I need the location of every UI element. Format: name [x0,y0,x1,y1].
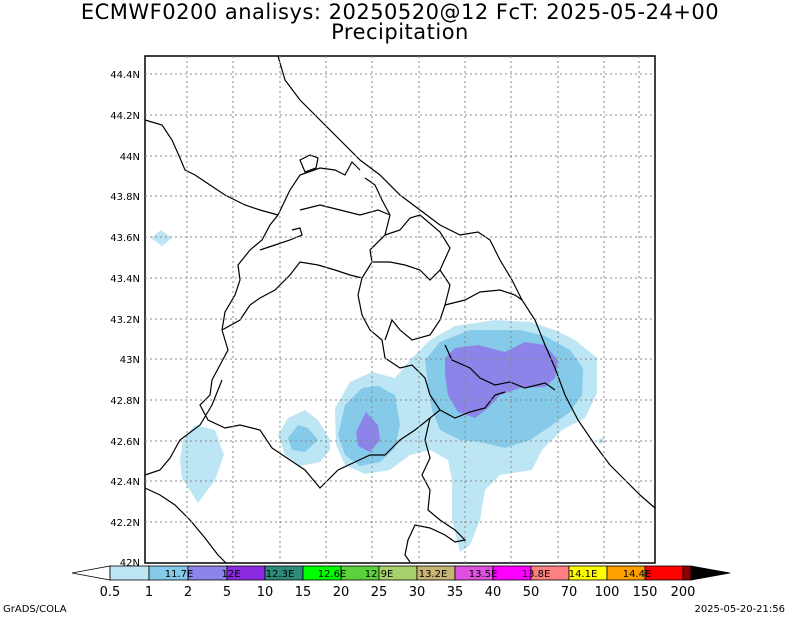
lon-label: 12.6E [318,569,347,580]
lat-label: 42.8N [110,396,140,407]
region-border-13 [299,204,391,216]
lon-label: 13.8E [522,569,551,580]
lat-label: 43.8N [110,192,140,203]
lon-label: 12E [221,569,240,580]
lat-label: 43.4N [110,274,140,285]
lon-label: 12.9E [365,569,394,580]
colorbar-tick: 40 [484,585,502,600]
colorbar-lower-arrow [71,565,111,581]
map-frame [144,55,656,564]
precip-core-marche [445,342,558,418]
longitude-labels: 11.7E 12E 12.3E 12.6E 12.9E 13.2E 13.5E … [165,569,652,580]
lat-label: 44N [120,152,140,163]
colorbar-tick: 15 [294,585,312,600]
colorbar-cell [682,565,692,581]
region-border-1 [277,161,361,216]
lat-label: 42N [120,558,140,569]
lat-label: 44.4N [110,70,140,81]
region-border-8 [439,391,506,419]
lon-label: 12.3E [266,569,295,580]
colorbar-tick: 30 [408,585,426,600]
region-border-9 [404,417,467,563]
region-border-6 [384,304,446,341]
colorbar-tick: 25 [370,585,388,600]
lon-label: 11.7E [165,569,194,580]
colorbar [71,565,731,581]
footer-timestamp: 2025-05-20-21:56 [694,604,785,615]
north-coast [144,119,279,216]
colorbar-tick: 200 [670,585,696,600]
region-border-11 [221,261,363,331]
region-border-4 [372,214,451,281]
precip-fields [151,230,605,552]
region-border-2 [299,154,319,173]
region-border-3 [199,177,441,489]
tyrrhenian-coastline [144,487,227,564]
lat-label: 43.2N [110,315,140,326]
region-border-5 [439,269,523,306]
colorbar-tick: 1 [144,585,154,600]
lat-label: 42.4N [110,477,140,488]
lon-label: 14.1E [569,569,598,580]
adriatic-coastline [277,55,656,509]
colorbar-tick: 50 [522,585,540,600]
precip-core-rieti [356,412,380,452]
colorbar-upper-arrow [690,565,731,581]
precip-area-center-2 [288,425,318,452]
lat-label: 43N [120,355,140,366]
lat-label: 43.6N [110,233,140,244]
lat-label: 42.6N [110,437,140,448]
colorbar-tick: 2 [183,585,193,600]
colorbar-tick: 20 [332,585,350,600]
boundaries [144,55,656,564]
region-border-7 [444,344,556,391]
map-subtitle: Precipitation [331,20,469,44]
precip-area-north-west [151,230,172,246]
lat-label: 44.2N [110,111,140,122]
colorbar-cell [109,565,150,581]
map-title: ECMWF0200 analisys: 20250520@12 FcT: 202… [80,0,720,24]
colorbar-tick: 150 [632,585,658,600]
precip-area-west [180,425,224,503]
latitude-labels: 44.4N 44.2N 44N 43.8N 43.6N 43.4N 43.2N … [110,70,140,569]
colorbar-tick: 100 [594,585,620,600]
lon-label: 13.2E [419,569,448,580]
colorbar-tick: 5 [222,585,232,600]
grid-lines [145,56,655,563]
colorbar-tick: 0.5 [99,585,121,600]
footer-credit: GrADS/COLA [3,604,67,615]
region-border-10 [144,379,223,476]
lon-label: 13.5E [469,569,498,580]
lon-label: 14.4E [623,569,652,580]
colorbar-tick: 70 [560,585,578,600]
colorbar-tick: 10 [256,585,274,600]
colorbar-tick: 35 [446,585,464,600]
lat-label: 42.2N [110,518,140,529]
